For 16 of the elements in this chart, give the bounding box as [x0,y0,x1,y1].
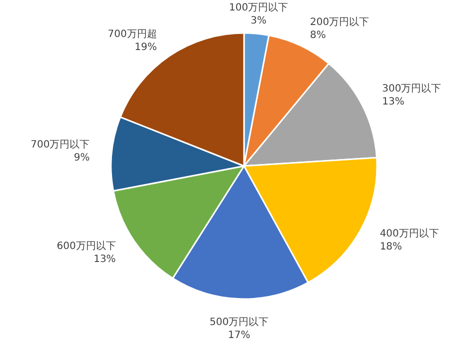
slice-label: 200万円以下 [310,16,370,28]
data-label: 17% [228,330,250,339]
slice-label: 700万円以下 [30,138,90,150]
slice-label: 100万円以下 [229,2,288,14]
data-label: 19% [134,42,157,53]
data-label: 13% [382,96,404,108]
slice-label: 700万円超 [108,28,157,40]
data-label: 3% [250,16,267,27]
slice-label: 500万円以下 [210,316,269,328]
slice-label: 400万円以下 [380,228,439,240]
data-label: 13% [94,254,116,266]
data-label: 18% [380,242,402,253]
slice-label: 300万円以下 [382,82,442,95]
data-label: 8% [310,30,326,41]
slice-label: 600万円以下 [56,240,116,252]
data-label: 9% [74,152,90,164]
